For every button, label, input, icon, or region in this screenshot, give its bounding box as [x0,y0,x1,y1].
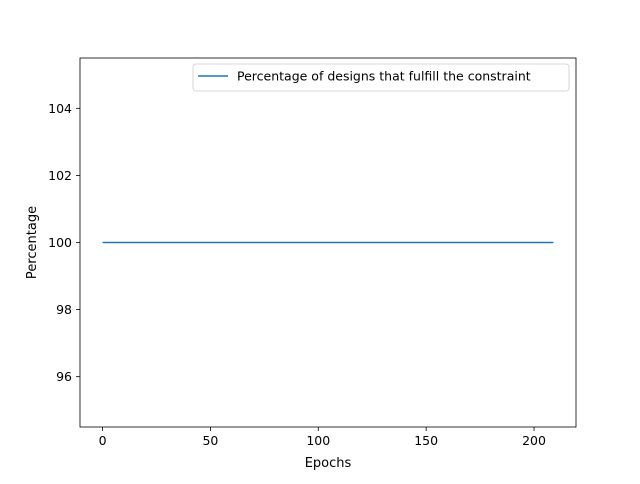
y-tick-label: 102 [48,168,72,183]
y-axis-label: Percentage [25,206,40,279]
y-tick-label: 100 [48,235,72,250]
legend-box [192,63,570,92]
x-tick-label: 200 [522,433,546,448]
x-tick-label: 50 [202,433,218,448]
legend-entry-label: Percentage of designs that fulfill the c… [237,69,531,84]
legend: Percentage of designs that fulfill the c… [192,63,570,92]
x-axis-label: Epochs [305,456,352,471]
axis-ticks: 0 50 100 150 200 96 98 100 102 104 [48,101,546,448]
axes-frame [79,57,577,428]
y-tick-label: 98 [56,302,72,317]
x-tick-label: 0 [99,433,107,448]
y-tick-label: 96 [56,369,72,384]
x-tick-label: 100 [306,433,330,448]
y-tick-label: 104 [48,101,72,116]
x-tick-label: 150 [414,433,438,448]
